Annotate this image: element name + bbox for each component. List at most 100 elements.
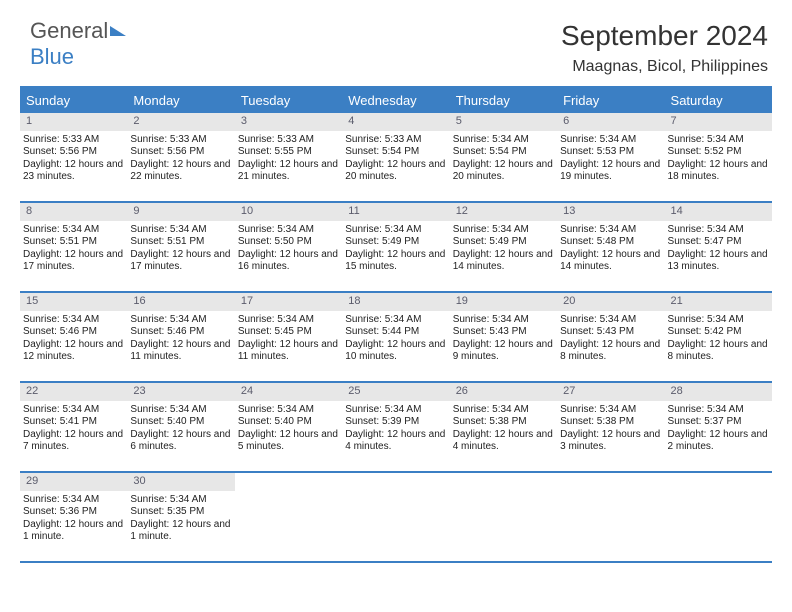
day-number: 10 — [235, 203, 342, 221]
day-cell: 28Sunrise: 5:34 AMSunset: 5:37 PMDayligh… — [665, 383, 772, 471]
day-number: 7 — [665, 113, 772, 131]
day-info: Sunrise: 5:34 AMSunset: 5:45 PMDaylight:… — [235, 311, 342, 368]
sunset-text: Sunset: 5:56 PM — [130, 146, 231, 159]
sunrise-text: Sunrise: 5:34 AM — [668, 404, 769, 417]
daylight-text: Daylight: 12 hours and 1 minute. — [130, 519, 231, 544]
day-number: 29 — [20, 473, 127, 491]
sunrise-text: Sunrise: 5:34 AM — [23, 494, 124, 507]
sunset-text: Sunset: 5:43 PM — [453, 326, 554, 339]
day-number: 30 — [127, 473, 234, 491]
sunset-text: Sunset: 5:37 PM — [668, 416, 769, 429]
day-number: 9 — [127, 203, 234, 221]
day-info: Sunrise: 5:34 AMSunset: 5:35 PMDaylight:… — [127, 491, 234, 548]
sunrise-text: Sunrise: 5:33 AM — [23, 134, 124, 147]
sunrise-text: Sunrise: 5:34 AM — [345, 404, 446, 417]
daylight-text: Daylight: 12 hours and 16 minutes. — [238, 249, 339, 274]
day-info: Sunrise: 5:34 AMSunset: 5:38 PMDaylight:… — [450, 401, 557, 458]
day-cell: 5Sunrise: 5:34 AMSunset: 5:54 PMDaylight… — [450, 113, 557, 201]
sunset-text: Sunset: 5:35 PM — [130, 506, 231, 519]
day-cell: 17Sunrise: 5:34 AMSunset: 5:45 PMDayligh… — [235, 293, 342, 381]
sunrise-text: Sunrise: 5:34 AM — [668, 134, 769, 147]
day-number: 6 — [557, 113, 664, 131]
week-row: 8Sunrise: 5:34 AMSunset: 5:51 PMDaylight… — [20, 203, 772, 293]
day-info: Sunrise: 5:34 AMSunset: 5:41 PMDaylight:… — [20, 401, 127, 458]
daylight-text: Daylight: 12 hours and 1 minute. — [23, 519, 124, 544]
sunrise-text: Sunrise: 5:34 AM — [560, 404, 661, 417]
sunset-text: Sunset: 5:43 PM — [560, 326, 661, 339]
sunrise-text: Sunrise: 5:34 AM — [130, 494, 231, 507]
day-number: 23 — [127, 383, 234, 401]
calendar: SundayMondayTuesdayWednesdayThursdayFrid… — [20, 86, 772, 563]
sunset-text: Sunset: 5:55 PM — [238, 146, 339, 159]
daylight-text: Daylight: 12 hours and 11 minutes. — [238, 339, 339, 364]
day-info: Sunrise: 5:34 AMSunset: 5:48 PMDaylight:… — [557, 221, 664, 278]
weekday-label: Wednesday — [342, 88, 449, 113]
day-number: 28 — [665, 383, 772, 401]
sunset-text: Sunset: 5:54 PM — [345, 146, 446, 159]
day-cell: 1Sunrise: 5:33 AMSunset: 5:56 PMDaylight… — [20, 113, 127, 201]
sunrise-text: Sunrise: 5:34 AM — [23, 314, 124, 327]
sunrise-text: Sunrise: 5:34 AM — [130, 314, 231, 327]
day-info: Sunrise: 5:34 AMSunset: 5:49 PMDaylight:… — [342, 221, 449, 278]
daylight-text: Daylight: 12 hours and 20 minutes. — [453, 159, 554, 184]
sunrise-text: Sunrise: 5:34 AM — [453, 224, 554, 237]
day-info: Sunrise: 5:34 AMSunset: 5:42 PMDaylight:… — [665, 311, 772, 368]
day-cell: 24Sunrise: 5:34 AMSunset: 5:40 PMDayligh… — [235, 383, 342, 471]
day-number: 21 — [665, 293, 772, 311]
day-info: Sunrise: 5:34 AMSunset: 5:50 PMDaylight:… — [235, 221, 342, 278]
sunset-text: Sunset: 5:47 PM — [668, 236, 769, 249]
sunset-text: Sunset: 5:53 PM — [560, 146, 661, 159]
daylight-text: Daylight: 12 hours and 12 minutes. — [23, 339, 124, 364]
daylight-text: Daylight: 12 hours and 10 minutes. — [345, 339, 446, 364]
day-info: Sunrise: 5:34 AMSunset: 5:38 PMDaylight:… — [557, 401, 664, 458]
day-info: Sunrise: 5:34 AMSunset: 5:46 PMDaylight:… — [20, 311, 127, 368]
sunrise-text: Sunrise: 5:34 AM — [560, 134, 661, 147]
day-info: Sunrise: 5:34 AMSunset: 5:54 PMDaylight:… — [450, 131, 557, 188]
sunset-text: Sunset: 5:49 PM — [453, 236, 554, 249]
day-cell: 10Sunrise: 5:34 AMSunset: 5:50 PMDayligh… — [235, 203, 342, 291]
day-cell: 4Sunrise: 5:33 AMSunset: 5:54 PMDaylight… — [342, 113, 449, 201]
sunset-text: Sunset: 5:36 PM — [23, 506, 124, 519]
day-number: 4 — [342, 113, 449, 131]
day-info: Sunrise: 5:34 AMSunset: 5:53 PMDaylight:… — [557, 131, 664, 188]
sunrise-text: Sunrise: 5:33 AM — [238, 134, 339, 147]
day-number: 16 — [127, 293, 234, 311]
day-number: 18 — [342, 293, 449, 311]
empty-cell — [235, 473, 342, 561]
day-cell: 6Sunrise: 5:34 AMSunset: 5:53 PMDaylight… — [557, 113, 664, 201]
weekday-header: SundayMondayTuesdayWednesdayThursdayFrid… — [20, 88, 772, 113]
sunrise-text: Sunrise: 5:34 AM — [560, 224, 661, 237]
day-cell: 11Sunrise: 5:34 AMSunset: 5:49 PMDayligh… — [342, 203, 449, 291]
day-cell: 19Sunrise: 5:34 AMSunset: 5:43 PMDayligh… — [450, 293, 557, 381]
day-cell: 16Sunrise: 5:34 AMSunset: 5:46 PMDayligh… — [127, 293, 234, 381]
sunrise-text: Sunrise: 5:34 AM — [130, 404, 231, 417]
day-info: Sunrise: 5:33 AMSunset: 5:56 PMDaylight:… — [20, 131, 127, 188]
daylight-text: Daylight: 12 hours and 17 minutes. — [23, 249, 124, 274]
daylight-text: Daylight: 12 hours and 7 minutes. — [23, 429, 124, 454]
sunrise-text: Sunrise: 5:34 AM — [453, 134, 554, 147]
daylight-text: Daylight: 12 hours and 15 minutes. — [345, 249, 446, 274]
sunset-text: Sunset: 5:49 PM — [345, 236, 446, 249]
daylight-text: Daylight: 12 hours and 22 minutes. — [130, 159, 231, 184]
day-number: 20 — [557, 293, 664, 311]
daylight-text: Daylight: 12 hours and 20 minutes. — [345, 159, 446, 184]
day-number: 26 — [450, 383, 557, 401]
daylight-text: Daylight: 12 hours and 6 minutes. — [130, 429, 231, 454]
sunrise-text: Sunrise: 5:34 AM — [23, 404, 124, 417]
day-cell: 12Sunrise: 5:34 AMSunset: 5:49 PMDayligh… — [450, 203, 557, 291]
day-info: Sunrise: 5:34 AMSunset: 5:51 PMDaylight:… — [127, 221, 234, 278]
sunrise-text: Sunrise: 5:34 AM — [130, 224, 231, 237]
page-title: September 2024 — [20, 20, 772, 52]
daylight-text: Daylight: 12 hours and 8 minutes. — [668, 339, 769, 364]
day-info: Sunrise: 5:34 AMSunset: 5:37 PMDaylight:… — [665, 401, 772, 458]
day-info: Sunrise: 5:34 AMSunset: 5:43 PMDaylight:… — [557, 311, 664, 368]
weekday-label: Monday — [127, 88, 234, 113]
day-cell: 2Sunrise: 5:33 AMSunset: 5:56 PMDaylight… — [127, 113, 234, 201]
day-cell: 27Sunrise: 5:34 AMSunset: 5:38 PMDayligh… — [557, 383, 664, 471]
day-number: 3 — [235, 113, 342, 131]
empty-cell — [557, 473, 664, 561]
daylight-text: Daylight: 12 hours and 19 minutes. — [560, 159, 661, 184]
empty-cell — [342, 473, 449, 561]
day-number: 24 — [235, 383, 342, 401]
day-info: Sunrise: 5:33 AMSunset: 5:55 PMDaylight:… — [235, 131, 342, 188]
